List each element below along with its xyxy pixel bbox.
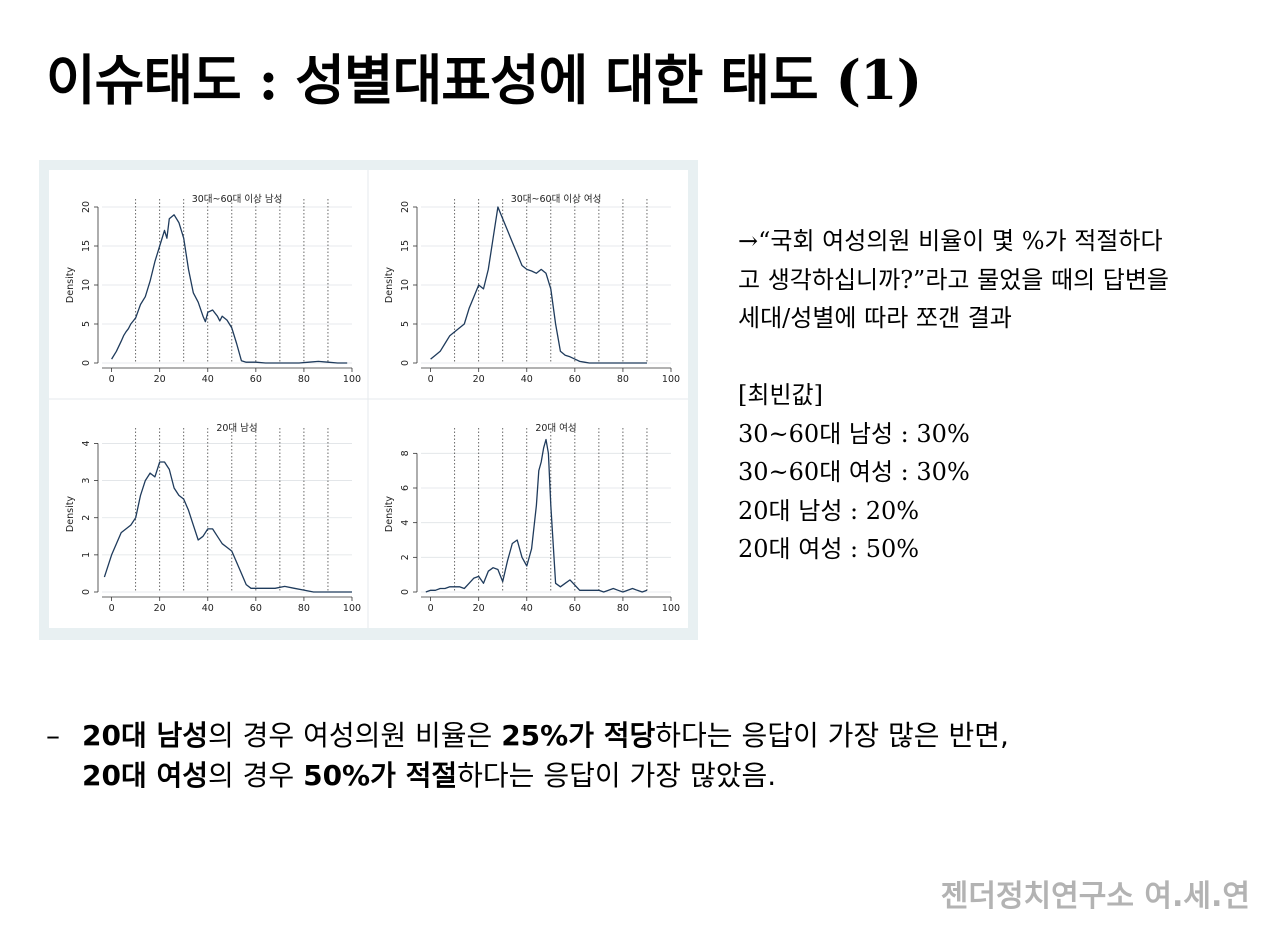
summary-segment: 의 경우 여성의원 비율은 [208, 719, 502, 752]
y-tick-label: 0 [81, 360, 92, 366]
y-tick-label: 10 [81, 279, 92, 291]
y-tick-label: 3 [81, 478, 92, 484]
y-tick-label: 4 [400, 520, 411, 526]
y-axis-label: Density [65, 267, 76, 303]
y-tick-label: 20 [400, 201, 411, 213]
y-axis-label: Density [384, 496, 395, 532]
summary-segment: 하다는 응답이 가장 많은 반면, [655, 719, 1009, 752]
mode-item: 30~60대 남성 : 30% [738, 419, 970, 448]
panel-title: 30대~60대 이상 남성 [192, 194, 283, 205]
density-line [103, 461, 352, 593]
x-tick-label: 40 [202, 374, 214, 385]
summary-segment: 의 경우 [208, 759, 304, 792]
x-tick-label: 80 [617, 374, 629, 385]
panel-title: 20대 남성 [216, 423, 257, 434]
y-tick-label: 5 [81, 321, 92, 327]
summary-text: –20대 남성의 경우 여성의원 비율은 25%가 적당하다는 응답이 가장 많… [46, 716, 1246, 796]
x-tick-label: 80 [298, 374, 310, 385]
panel-title: 20대 여성 [535, 422, 576, 434]
x-tick-label: 0 [428, 374, 434, 385]
y-tick-label: 0 [400, 589, 411, 595]
x-tick-label: 60 [569, 603, 581, 614]
y-tick-label: 8 [400, 450, 411, 456]
summary-segment: 20대 여성 [82, 759, 208, 792]
x-tick-label: 80 [617, 603, 629, 614]
mode-header: [최빈값] [738, 381, 823, 409]
notes-panel: →“국회 여성의원 비율이 몇 %가 적절하다 고 생각하십니까?”라고 물었을… [738, 222, 1258, 569]
mode-item: 30~60대 여성 : 30% [738, 458, 970, 486]
y-tick-label: 6 [400, 485, 411, 491]
x-tick-label: 80 [298, 603, 310, 614]
x-tick-label: 40 [521, 603, 533, 614]
summary-line-1: –20대 남성의 경우 여성의원 비율은 25%가 적당하다는 응답이 가장 많… [46, 716, 1246, 756]
y-tick-label: 15 [81, 240, 92, 252]
x-tick-label: 60 [250, 603, 262, 614]
x-tick-label: 20 [154, 603, 166, 614]
x-tick-label: 40 [202, 603, 214, 614]
x-tick-label: 20 [473, 374, 485, 385]
density-line [111, 214, 348, 364]
x-tick-label: 0 [428, 603, 434, 614]
notes-line-2: 고 생각하십니까?”라고 물었을 때의 답변을 [738, 265, 1170, 294]
notes-line-3: 세대/성별에 따라 쪼갠 결과 [738, 304, 1012, 332]
slide-title: 이슈태도 : 성별대표성에 대한 태도 (1) [46, 48, 922, 112]
mode-item: 20대 남성 : 20% [738, 496, 920, 525]
y-tick-label: 0 [81, 589, 92, 595]
x-tick-label: 40 [521, 374, 533, 385]
y-tick-label: 15 [400, 240, 411, 252]
y-tick-label: 2 [81, 515, 92, 521]
density-line [430, 206, 647, 364]
chart-frame: 0 20 40 60 80 100 0 5 10 15 20 Density 30대~60대 이상 남성… [39, 160, 698, 640]
x-tick-label: 60 [250, 374, 262, 385]
summary-segment: 50%가 적절 [303, 759, 458, 792]
y-tick-label: 0 [400, 360, 411, 366]
notes-line-1: →“국회 여성의원 비율이 몇 %가 적절하다 [738, 227, 1163, 255]
summary-segment: 25%가 적당 [501, 719, 656, 752]
panel-title: 30대~60대 이상 여성 [511, 193, 602, 205]
y-tick-label: 20 [81, 201, 92, 213]
x-tick-label: 0 [109, 603, 115, 614]
summary-segment: 하다는 응답이 가장 많았음. [457, 759, 777, 792]
x-tick-label: 60 [569, 374, 581, 385]
x-tick-label: 100 [343, 603, 361, 614]
x-tick-label: 100 [662, 374, 680, 385]
x-tick-label: 100 [343, 374, 361, 385]
summary-dash: – [46, 719, 60, 752]
x-tick-label: 0 [109, 374, 115, 385]
x-tick-label: 20 [154, 374, 166, 385]
density-line [425, 438, 648, 593]
x-tick-label: 20 [473, 603, 485, 614]
y-axis-label: Density [384, 267, 395, 303]
y-tick-label: 10 [400, 279, 411, 291]
y-axis-label: Density [65, 496, 76, 532]
y-tick-label: 1 [81, 552, 92, 558]
y-tick-label: 5 [400, 321, 411, 327]
summary-line-2: 20대 여성의 경우 50%가 적절하다는 응답이 가장 많았음. [46, 756, 1246, 796]
x-tick-label: 100 [662, 603, 680, 614]
y-tick-label: 2 [400, 554, 411, 560]
footer-brand: 젠더정치연구소 여.세.연 [940, 879, 1250, 914]
y-tick-label: 4 [81, 440, 92, 446]
chart-panel-area: 0 20 40 60 80 100 0 5 10 15 20 Density 30대~60대 이상 남성… [49, 170, 688, 628]
summary-segment: 20대 남성 [82, 719, 208, 752]
mode-item: 20대 여성 : 50% [738, 535, 920, 563]
